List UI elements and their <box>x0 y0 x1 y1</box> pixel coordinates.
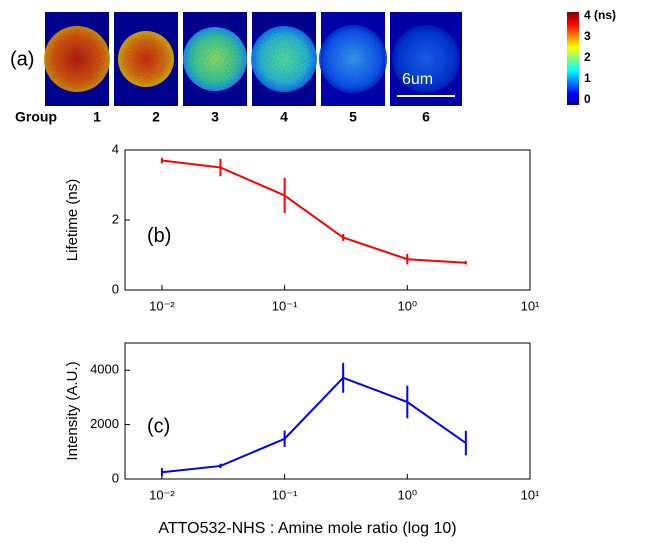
x-tick-label: 10¹ <box>521 487 540 502</box>
colorbar <box>567 12 579 105</box>
group-number: 6 <box>422 109 430 125</box>
y-tick-label: 0 <box>112 470 119 485</box>
colorbar-label: 4 (ns) <box>584 8 616 22</box>
plot-frame <box>124 342 531 480</box>
x-tick-label: 10⁰ <box>397 487 417 502</box>
group-number: 4 <box>280 109 288 125</box>
panel-label: (c) <box>147 416 170 438</box>
group-number: 1 <box>93 109 101 125</box>
colorbar-label: 3 <box>584 29 591 43</box>
y-tick-label: 2000 <box>90 416 119 431</box>
y-tick-label: 2 <box>112 211 119 226</box>
image <box>114 12 178 106</box>
group-number: 3 <box>211 109 219 125</box>
x-tick-label: 10⁻² <box>149 487 175 502</box>
group-label: Group <box>15 109 57 125</box>
plot-frame <box>124 149 531 291</box>
x-tick-label: 10⁻¹ <box>272 298 298 313</box>
image <box>251 12 317 106</box>
panel-a: (a) 6um 4 (ns) 3 2 1 0 Group 1 2 3 4 5 6 <box>10 8 616 125</box>
y-tick-label: 0 <box>112 281 119 296</box>
y-axis-label: Lifetime (ns) <box>64 179 81 262</box>
image: 6um <box>390 12 462 106</box>
x-tick-label: 10¹ <box>521 298 540 313</box>
scale-bar-label: 6um <box>402 71 433 88</box>
x-tick-label: 10⁻¹ <box>272 487 298 502</box>
panel-label: (a) <box>10 48 34 70</box>
colorbar-label: 1 <box>584 71 591 85</box>
panel-label: (b) <box>147 225 171 247</box>
y-tick-label: 4000 <box>90 362 119 377</box>
x-axis-label: ATTO532-NHS : Amine mole ratio (log 10) <box>158 520 456 537</box>
data-line <box>161 159 466 264</box>
group-number: 2 <box>152 109 160 125</box>
image <box>44 12 110 106</box>
x-tick-label: 10⁻² <box>149 298 175 313</box>
image <box>183 12 247 106</box>
colorbar-label: 0 <box>584 92 591 106</box>
data-line <box>161 376 467 474</box>
colorbar-label: 2 <box>584 50 591 64</box>
y-axis-label: Intensity (A.U.) <box>64 361 81 460</box>
y-tick-label: 4 <box>112 141 119 156</box>
group-number: 5 <box>349 109 357 125</box>
x-tick-label: 10⁰ <box>397 298 417 313</box>
image <box>319 12 387 106</box>
